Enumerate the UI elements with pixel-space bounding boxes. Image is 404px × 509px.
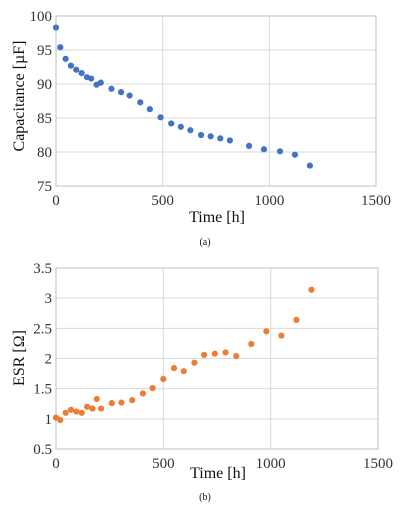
esr-x-tick-label: 500 [152,456,175,472]
esr-data-point [233,352,240,360]
esr-y-tick-label: 1 [45,412,53,428]
capacitance-data-point [62,55,69,62]
esr-data-point [67,406,75,413]
esr-data-point [108,400,115,407]
esr-y-tick-label: 0.5 [33,442,52,458]
capacitance-x-tick-label: 0 [52,193,60,209]
capacitance-data-point [226,137,233,144]
capacitance-y-axis-label: Capacitance [µF] [11,41,28,152]
esr-data-point [149,384,156,392]
capacitance-data-point [197,131,205,139]
capacitance-data-point [187,127,194,134]
capacitance-data-point [306,162,313,169]
esr-data-point [57,416,64,424]
capacitance-data-point [88,75,95,82]
capacitance-y-tick-label: 75 [37,179,52,195]
esr-data-point [89,405,96,412]
esr-data-point [73,408,80,415]
esr-data-point [97,405,105,412]
esr-data-point [84,403,91,410]
esr-plot-frame [55,267,379,450]
capacitance-data-point [217,135,224,142]
capacitance-y-tick-label: 80 [37,145,52,161]
esr-y-tick-label: 2.5 [33,321,52,337]
capacitance-data-point [276,148,284,155]
esr-x-tick-label: 1000 [256,456,286,472]
esr-data-point [160,375,167,383]
capacitance-x-tick-label: 1000 [254,193,284,209]
esr-data-point [78,409,85,416]
capacitance-data-point [260,146,268,153]
capacitance-x-tick-label: 1500 [361,193,391,209]
capacitance-data-point [245,142,253,149]
capacitance-data-point [117,89,125,96]
capacitance-data-point [67,62,75,69]
esr-data-point [139,390,147,397]
esr-data-point [191,359,198,366]
esr-x-tick-label: 1500 [363,456,393,472]
capacitance-data-point [52,24,60,31]
esr-y-axis-label: ESR [Ω] [11,330,28,386]
esr-data-point [170,365,178,372]
capacitance-data-point [78,70,85,77]
esr-y-tick-label: 3.5 [33,261,52,277]
capacitance-data-point [146,106,153,113]
esr-data-point [263,328,270,335]
capacitance-data-point [207,133,214,140]
esr-chart: ESR [Ω] Time [h] (b) 0.5 1 1.5 2 2.5 3 3.5 0 500… [11,261,393,503]
esr-data-point [308,286,315,293]
caption-a: (a) [199,237,210,248]
capacitance-chart: Capacitance [µF] Time [h] (a) 75 80 85 90 95… [11,9,391,248]
esr-data-point [278,332,285,339]
esr-data-point [129,397,136,404]
esr-x-axis-label: Time [h] [190,465,246,482]
capacitance-data-point [108,85,115,92]
capacitance-data-point [126,92,133,99]
capacitance-data-point [97,79,104,86]
esr-y-tick-label: 3 [45,291,53,307]
esr-data-point [93,395,100,403]
capacitance-y-tick-label: 90 [37,77,52,93]
capacitance-data-point [57,44,64,51]
capacitance-x-tick-label: 500 [151,193,174,209]
capacitance-data-point [157,114,164,121]
capacitance-y-tick-label: 95 [37,43,52,59]
capacitance-y-tick-label: 85 [37,111,52,127]
esr-data-point [211,350,218,357]
esr-y-tick-label: 2 [45,352,53,368]
esr-data-point [222,349,229,356]
esr-data-point [118,399,125,406]
esr-data-point [293,316,300,323]
esr-y-tick-label: 1.5 [33,382,52,398]
capacitance-y-tick-label: 100 [30,9,53,25]
capacitance-data-point [291,151,299,158]
esr-data-point [201,351,208,358]
capacitance-data-point [137,99,144,106]
esr-data-point [180,368,187,375]
capacitance-plot-frame [55,15,377,187]
caption-b: (b) [199,492,211,503]
esr-data-point [62,409,69,416]
esr-data-point [248,340,255,348]
capacitance-data-point [177,123,184,130]
capacitance-data-point [168,120,175,127]
capacitance-data-point [73,66,80,73]
capacitance-x-axis-label: Time [h] [189,209,245,226]
esr-x-tick-label: 0 [52,456,60,472]
